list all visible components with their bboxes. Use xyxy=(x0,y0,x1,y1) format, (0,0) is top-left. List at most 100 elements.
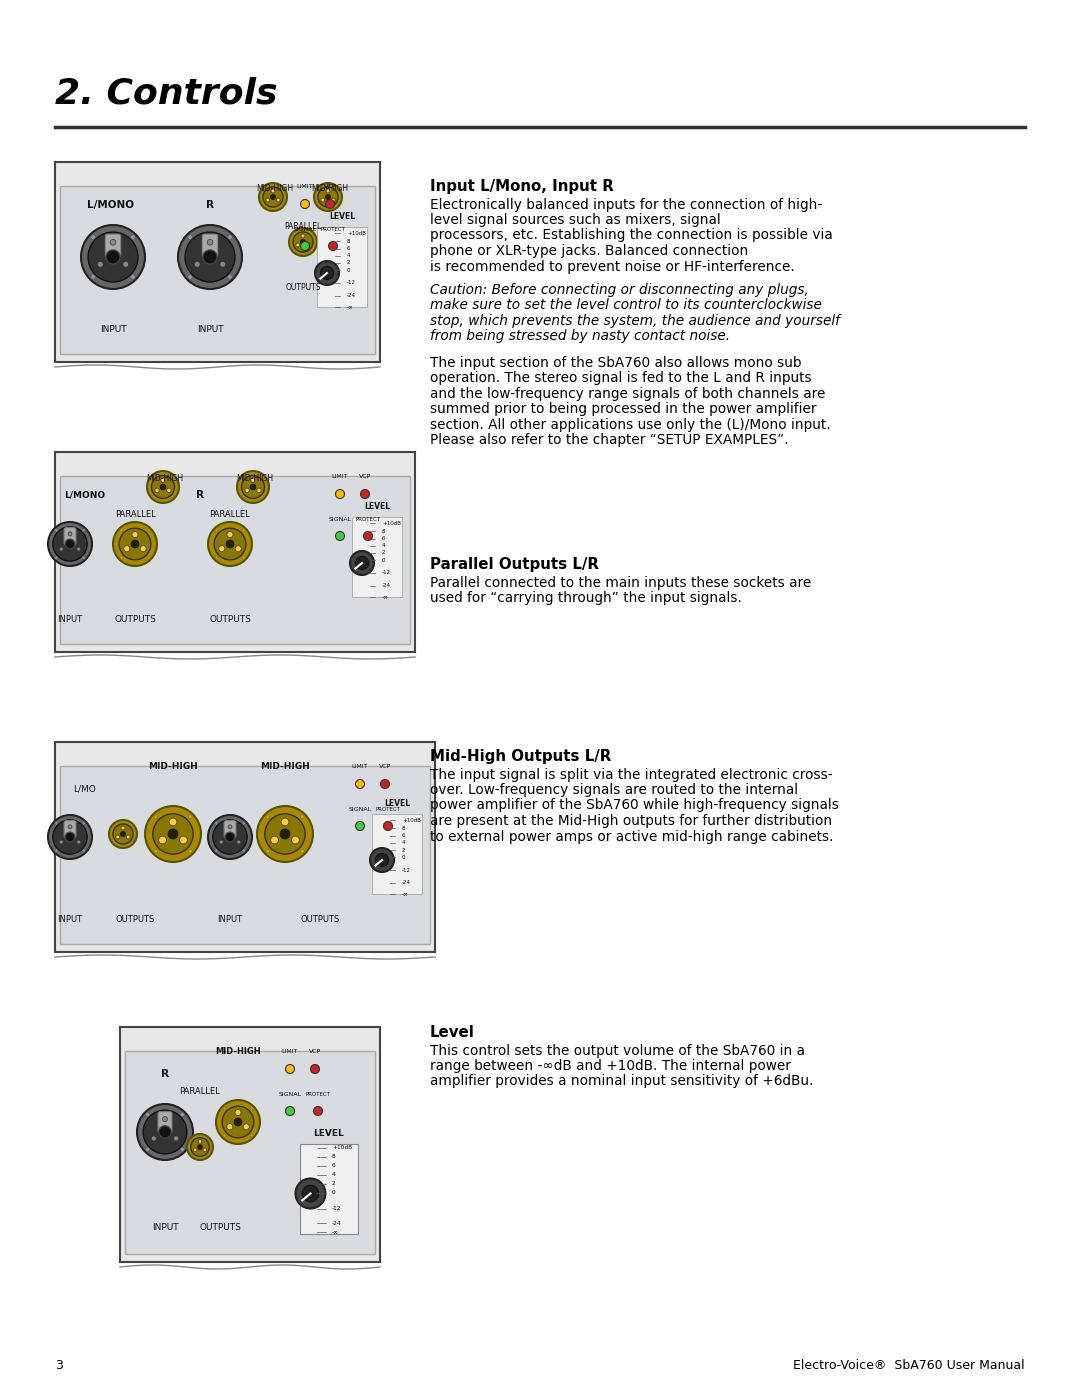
Circle shape xyxy=(123,261,129,267)
Bar xyxy=(60,476,410,644)
FancyBboxPatch shape xyxy=(158,1112,172,1133)
Circle shape xyxy=(318,187,338,207)
Text: OUTPUTS: OUTPUTS xyxy=(199,1222,241,1232)
Text: L/MONO: L/MONO xyxy=(86,200,134,210)
Text: VCP: VCP xyxy=(359,474,372,479)
Bar xyxy=(318,226,367,307)
Text: R: R xyxy=(206,200,214,210)
Text: 8: 8 xyxy=(382,529,386,534)
Bar xyxy=(165,746,173,766)
Circle shape xyxy=(262,187,283,207)
Bar xyxy=(156,166,163,186)
Circle shape xyxy=(296,243,300,247)
Bar xyxy=(105,166,113,186)
Circle shape xyxy=(311,1065,320,1073)
Circle shape xyxy=(336,489,345,499)
Circle shape xyxy=(161,478,165,482)
Circle shape xyxy=(146,1147,149,1151)
Circle shape xyxy=(48,522,92,566)
Text: R: R xyxy=(161,1069,168,1078)
Circle shape xyxy=(336,204,338,207)
Circle shape xyxy=(376,854,389,866)
Bar xyxy=(195,746,203,766)
Circle shape xyxy=(326,189,330,193)
FancyBboxPatch shape xyxy=(64,528,76,545)
Bar xyxy=(372,814,422,894)
Text: Mid-High Outputs L/R: Mid-High Outputs L/R xyxy=(430,749,611,764)
Bar xyxy=(215,455,222,476)
Text: MID-HIGH: MID-HIGH xyxy=(260,761,310,771)
Circle shape xyxy=(289,228,318,256)
Circle shape xyxy=(82,529,85,532)
Circle shape xyxy=(222,1106,226,1111)
Text: Please also refer to the chapter “SETUP EXAMPLES”.: Please also refer to the chapter “SETUP … xyxy=(430,433,788,447)
Text: -12: -12 xyxy=(332,1206,341,1211)
Text: This control sets the output volume of the SbA760 in a: This control sets the output volume of t… xyxy=(430,1044,805,1058)
Circle shape xyxy=(259,183,287,211)
Text: and the low-frequency range signals of both channels are: and the low-frequency range signals of b… xyxy=(430,387,825,401)
Bar xyxy=(295,455,303,476)
Circle shape xyxy=(116,835,120,840)
Text: 6: 6 xyxy=(347,246,351,251)
Text: VCP: VCP xyxy=(324,184,336,189)
Bar xyxy=(140,1031,148,1051)
Bar xyxy=(352,517,402,597)
Text: 6: 6 xyxy=(382,536,386,541)
Circle shape xyxy=(251,478,255,482)
Bar xyxy=(255,166,264,186)
Bar xyxy=(135,166,143,186)
Text: -∞: -∞ xyxy=(382,595,389,599)
Circle shape xyxy=(207,1154,208,1155)
Bar xyxy=(95,455,103,476)
Circle shape xyxy=(162,1116,167,1122)
Text: INPUT: INPUT xyxy=(151,1222,178,1232)
Text: phone or XLR-type jacks. Balanced connection: phone or XLR-type jacks. Balanced connec… xyxy=(430,244,748,258)
Bar xyxy=(114,746,123,766)
Text: 6: 6 xyxy=(332,1164,336,1168)
Bar xyxy=(235,166,243,186)
Text: The input section of the SbA760 also allows mono sub: The input section of the SbA760 also all… xyxy=(430,356,801,370)
Bar xyxy=(240,1031,248,1051)
Bar xyxy=(384,455,393,476)
FancyBboxPatch shape xyxy=(64,820,76,838)
Circle shape xyxy=(319,204,321,207)
Text: Parallel Outputs L/R: Parallel Outputs L/R xyxy=(430,557,599,571)
Bar xyxy=(75,166,83,186)
Circle shape xyxy=(145,806,201,862)
Circle shape xyxy=(77,548,81,550)
Text: PARALLEL: PARALLEL xyxy=(114,510,156,520)
Text: section. All other applications use only the (L)/Mono input.: section. All other applications use only… xyxy=(430,418,831,432)
Text: 6: 6 xyxy=(402,833,405,838)
Bar xyxy=(345,455,353,476)
Circle shape xyxy=(81,225,145,289)
Circle shape xyxy=(216,1099,260,1144)
Text: PROTECT: PROTECT xyxy=(376,807,401,812)
Circle shape xyxy=(68,532,72,536)
Circle shape xyxy=(160,485,166,490)
Circle shape xyxy=(113,522,157,566)
Text: -24: -24 xyxy=(402,880,411,886)
Circle shape xyxy=(228,824,232,828)
Circle shape xyxy=(168,828,178,840)
Bar xyxy=(280,1031,288,1051)
Bar xyxy=(185,455,193,476)
Circle shape xyxy=(59,548,64,550)
Bar xyxy=(255,455,264,476)
Bar xyxy=(305,746,313,766)
Circle shape xyxy=(152,496,154,497)
Bar xyxy=(65,455,73,476)
Circle shape xyxy=(264,187,266,190)
Circle shape xyxy=(159,835,166,844)
Circle shape xyxy=(270,194,275,200)
Circle shape xyxy=(285,1065,295,1073)
Bar xyxy=(120,1027,380,1261)
Circle shape xyxy=(285,1106,295,1115)
Bar xyxy=(195,455,203,476)
Bar xyxy=(325,166,333,186)
Circle shape xyxy=(292,835,299,844)
Text: INPUT: INPUT xyxy=(217,915,243,923)
Circle shape xyxy=(321,198,325,203)
Text: -∞: -∞ xyxy=(332,1229,339,1235)
Circle shape xyxy=(383,821,392,830)
Circle shape xyxy=(77,840,81,844)
